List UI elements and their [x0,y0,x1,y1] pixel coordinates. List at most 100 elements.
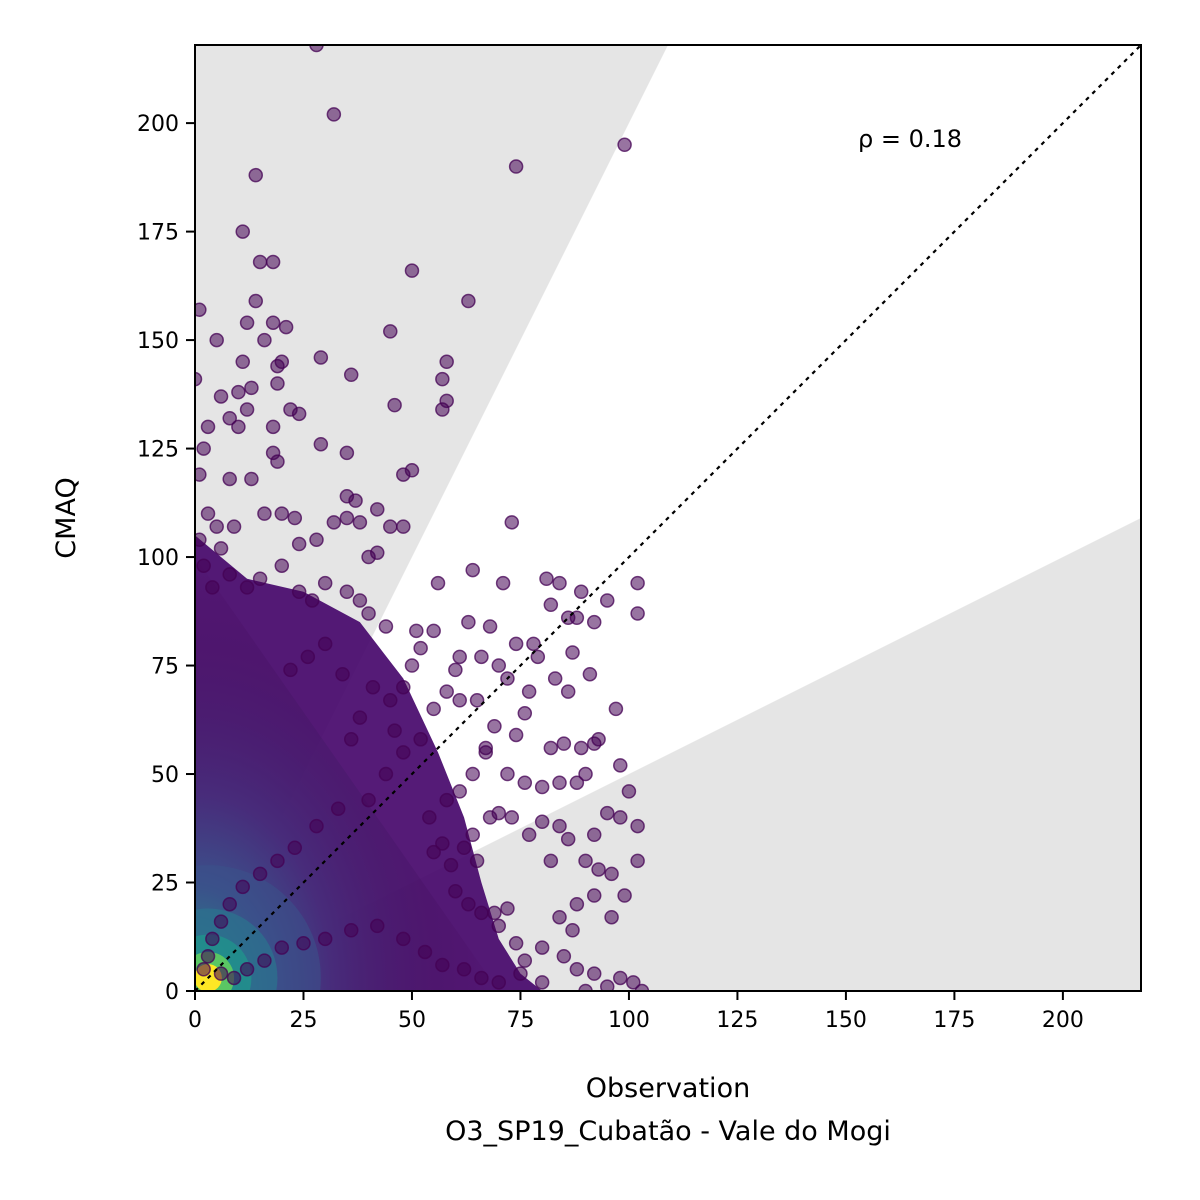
y-tick-label: 25 [151,872,179,897]
scatter-point [235,879,250,895]
scatter-point [235,354,250,370]
scatter-point [370,545,385,560]
scatter-point [517,953,533,968]
scatter-point [278,319,294,335]
scatter-point [474,649,489,665]
scatter-point [409,623,424,639]
scatter-point [430,575,446,591]
scatter-point [634,983,650,991]
scatter-point [534,940,550,955]
scatter-point [365,679,381,695]
scatter-point [270,358,285,374]
scatter-point [552,775,567,790]
scatter-point [508,159,524,174]
scatter-point [309,45,324,53]
scatter-point [209,332,224,348]
scatter-point [196,441,211,456]
scatter-point [569,962,585,977]
scatter-point [370,502,385,517]
y-tick-label: 75 [151,655,179,680]
x-tick-label: 25 [289,1008,317,1033]
scatter-point [396,519,411,534]
scatter-point [317,575,333,591]
scatter-point [439,792,454,808]
scatter-point [569,775,585,790]
scatter-point [205,931,220,947]
scatter-point [404,263,420,278]
scatter-point [235,224,250,239]
scatter-point [343,367,359,383]
scatter-point [613,810,628,825]
scatter-point [608,701,624,717]
y-tick-label: 0 [165,980,179,1005]
scatter-point [222,471,237,487]
scatter-point [469,853,485,869]
scatter-point [396,679,411,695]
scatter-point [573,584,589,600]
scatter-point [578,983,593,991]
scatter-point [252,254,268,270]
scatter-point [435,957,450,973]
scatter-point [521,684,537,699]
scatter-point [448,662,463,678]
scatter-point [348,493,363,508]
y-tick-label: 100 [137,546,179,571]
scatter-point [265,315,281,330]
scatter-point [387,723,402,738]
scatter-point [248,167,264,183]
scatter-point [213,914,229,929]
scatter-point [339,584,355,600]
scatter-point [487,719,502,734]
scatter-point [378,619,394,634]
scatter-point [352,593,368,608]
scatter-point [552,575,567,591]
scatter-point [456,962,472,977]
scatter-point [196,558,211,573]
scatter-point [417,944,433,960]
y-tick-label: 175 [137,221,179,246]
scatter-point [352,515,368,530]
y-axis-label: CMAQ [51,477,82,558]
scatter-point [500,766,515,782]
scatter-point [604,909,619,925]
scatter-point [387,397,402,413]
scatter-point [252,571,268,587]
scatter-point [313,436,329,452]
scatter-point [534,975,550,990]
x-tick-label: 175 [933,1008,975,1033]
scatter-point [582,666,598,682]
scatter-point [248,293,264,309]
scatter-point [291,584,307,600]
scatter-point [283,662,298,678]
scatter-point [195,371,203,387]
scatter-point [560,831,576,847]
scatter-point [604,866,619,882]
scatter-point [456,840,472,856]
x-axis-ticks: 0 25 50 75 100 125 150 175 200 [188,991,1084,1033]
scatter-point [586,827,602,843]
scatter-point [530,649,546,665]
scatter-points [195,45,650,991]
scatter-point [404,658,420,673]
x-tick-label: 125 [716,1008,758,1033]
scatter-point [452,784,467,799]
scatter-point [513,966,528,981]
scatter-point [552,818,567,834]
scatter-point [252,866,268,882]
scatter-point [586,888,602,903]
x-tick-label: 100 [608,1008,650,1033]
x-tick-label: 200 [1042,1008,1084,1033]
scatter-point [270,853,285,869]
scatter-point [257,332,272,348]
scatter-point [565,645,580,660]
scatter-point [508,936,524,951]
scatter-point [343,732,359,747]
scatter-point [465,562,480,578]
x-axis-sublabel: O3_SP19_Cubatão - Vale do Mogi [445,1116,891,1147]
scatter-point [378,766,394,782]
correlation-annotation: ρ = 0.18 [858,125,962,153]
scatter-point [422,810,437,825]
scatter-point [482,810,498,825]
scatter-point [578,853,593,869]
scatter-point [534,779,550,795]
